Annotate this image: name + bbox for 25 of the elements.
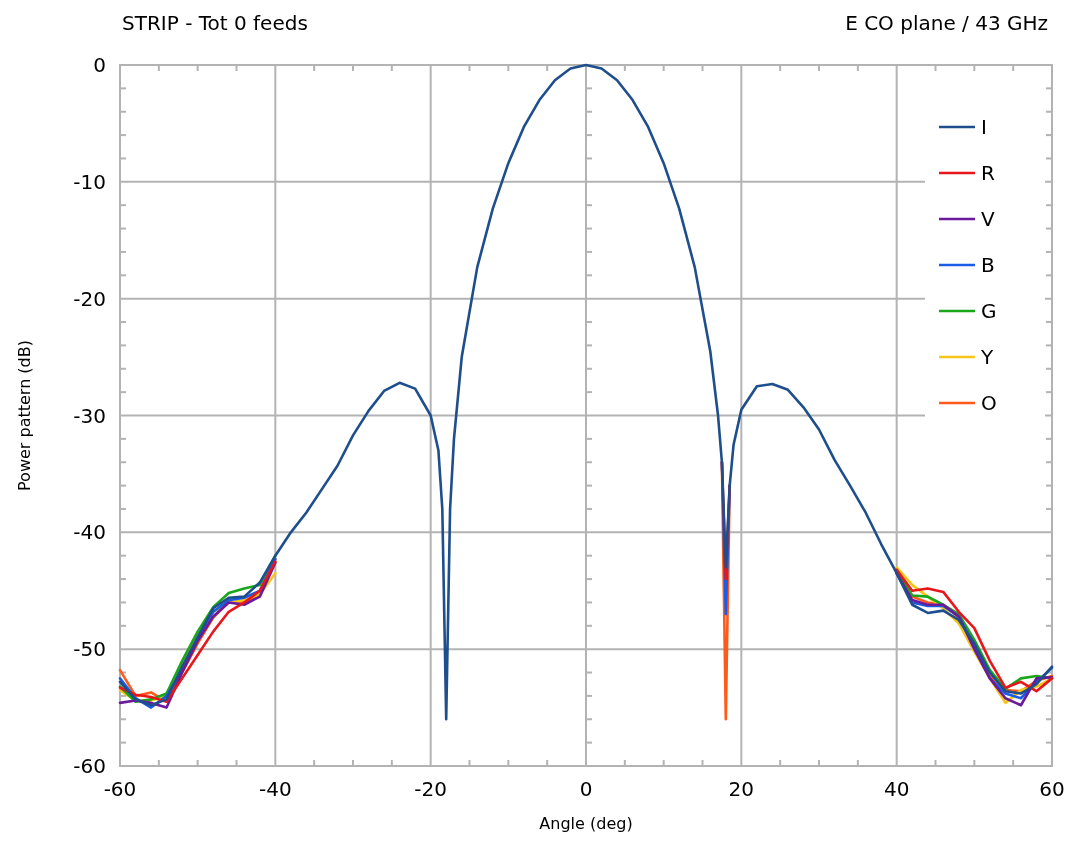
y-tick-label: -20 — [73, 286, 106, 311]
y-tick-label: -50 — [73, 637, 106, 662]
y-tick-label: -30 — [73, 403, 106, 428]
x-tick-label: 60 — [1039, 777, 1065, 801]
x-tick-label: -20 — [414, 777, 447, 801]
legend-label: I — [981, 115, 987, 139]
x-tick-label: -40 — [259, 777, 292, 801]
legend-label: R — [981, 161, 995, 185]
y-axis-title: Power pattern (dB) — [15, 340, 34, 491]
chart-subtitle: E CO plane / 43 GHz — [845, 11, 1048, 35]
x-tick-label: 40 — [883, 777, 910, 801]
legend-label: O — [981, 391, 997, 415]
y-tick-label: 0 — [93, 53, 106, 77]
y-tick-label: -60 — [73, 754, 106, 778]
chart-title: STRIP - Tot 0 feeds — [122, 11, 308, 35]
x-tick-label: -60 — [103, 777, 137, 801]
legend-label: B — [981, 253, 995, 277]
x-tick-label: 0 — [579, 777, 593, 801]
x-tick-label: 20 — [728, 777, 755, 801]
y-tick-label: -10 — [73, 169, 106, 194]
legend-label: V — [981, 207, 995, 231]
legend-label: G — [981, 299, 997, 323]
x-axis-title: Angle (deg) — [539, 814, 633, 833]
legend-label: Y — [980, 345, 994, 369]
y-tick-label: -40 — [73, 520, 106, 545]
